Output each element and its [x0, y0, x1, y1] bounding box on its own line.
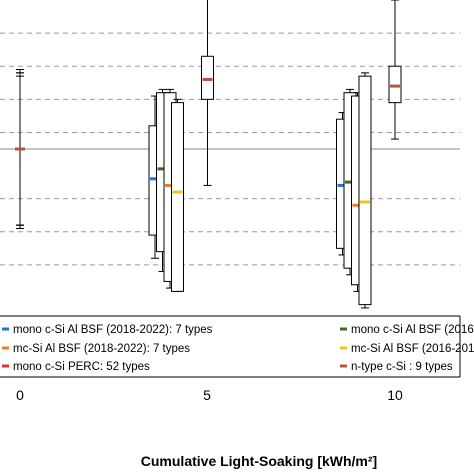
box-plot [201, 0, 214, 186]
legend-label: mono c-Si Al BSF (2016-201 [351, 324, 474, 336]
gridlines [0, 32, 460, 266]
x-tick-label-0: 0 [16, 387, 24, 403]
legend-label: mono c-Si PERC: 52 types [13, 361, 150, 373]
box-plot [358, 72, 372, 309]
box-series [15, 0, 402, 309]
box-plot [171, 98, 184, 292]
legend-label: mc-Si Al BSF (2018-2022): 7 types [13, 343, 190, 355]
legend-item: mc-Si Al BSF (2018-2022): 7 types [2, 343, 190, 355]
legend-label: mono c-Si Al BSF (2018-2022): 7 types [13, 324, 213, 336]
box-plot [388, 0, 402, 140]
box-plot [15, 69, 25, 226]
x-axis-title: Cumulative Light-Soaking [kWh/m²] [141, 453, 377, 469]
legend: mono c-Si Al BSF (2018-2022): 7 types mon… [0, 315, 474, 378]
legend-item: mc-Si Al BSF (2016-201 [340, 343, 474, 355]
legend-item: n-type c-Si : 9 types [340, 361, 453, 373]
x-tick-label-10: 10 [387, 387, 403, 403]
iqr-box [201, 55, 214, 100]
iqr-box [358, 75, 372, 306]
x-tick-label-5: 5 [203, 387, 211, 403]
iqr-box [388, 65, 402, 104]
legend-label: n-type c-Si : 9 types [351, 361, 453, 373]
legend-item: mono c-Si Al BSF (2016-201 [340, 324, 474, 336]
iqr-box [171, 102, 184, 292]
legend-item: mono c-Si PERC: 52 types [2, 361, 150, 373]
legend-item: mono c-Si Al BSF (2018-2022): 7 types [2, 324, 213, 336]
legend-label: mc-Si Al BSF (2016-201 [351, 343, 474, 355]
